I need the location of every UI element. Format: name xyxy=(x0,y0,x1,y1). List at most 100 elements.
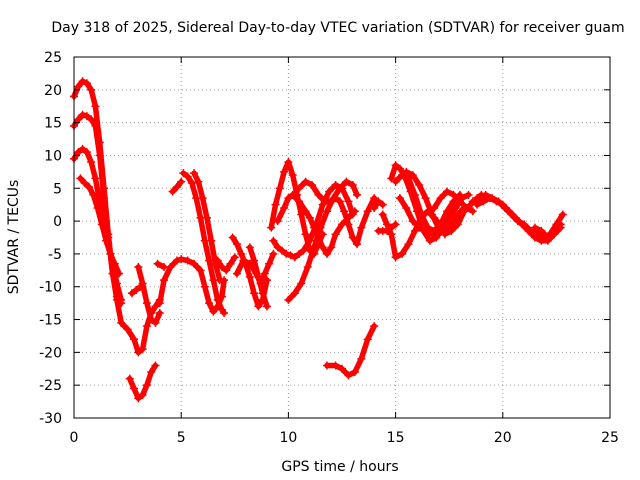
data-series xyxy=(70,77,567,403)
series-arc-9 xyxy=(155,255,229,316)
data-point xyxy=(177,255,186,264)
series-arc-13 xyxy=(213,253,239,275)
data-point xyxy=(117,295,126,304)
y-tick-label: -30 xyxy=(39,411,62,427)
data-point xyxy=(338,364,346,373)
data-point xyxy=(93,203,102,212)
data-point xyxy=(82,79,91,88)
data-point xyxy=(245,272,254,281)
data-point xyxy=(166,263,175,272)
series-arc-21 xyxy=(295,177,379,249)
data-point xyxy=(282,249,291,258)
data-point xyxy=(344,220,353,229)
series-arc-16 xyxy=(245,243,271,311)
data-point xyxy=(91,102,100,111)
data-point xyxy=(134,394,143,403)
data-point xyxy=(537,226,546,235)
data-point xyxy=(410,190,419,199)
data-point xyxy=(410,226,419,235)
data-point xyxy=(314,190,323,199)
data-point xyxy=(179,169,188,178)
data-point xyxy=(190,169,199,178)
data-point xyxy=(222,266,231,275)
data-point xyxy=(262,302,271,311)
data-point xyxy=(374,197,383,206)
data-point xyxy=(370,203,379,212)
data-point xyxy=(348,233,357,242)
data-point xyxy=(322,207,331,216)
series-arc-30 xyxy=(430,187,477,216)
data-point xyxy=(142,381,151,390)
data-point xyxy=(187,179,196,188)
data-point xyxy=(232,240,241,249)
data-point xyxy=(404,240,413,249)
data-point xyxy=(74,148,83,157)
data-point xyxy=(80,179,89,188)
data-point xyxy=(237,249,246,258)
data-point xyxy=(102,236,111,245)
data-point xyxy=(556,223,565,232)
data-point xyxy=(443,187,452,196)
data-point xyxy=(387,230,396,239)
data-point xyxy=(391,220,400,229)
data-point xyxy=(226,259,235,268)
data-point xyxy=(434,230,443,239)
data-point xyxy=(232,269,241,278)
data-point xyxy=(151,318,160,327)
data-point xyxy=(353,240,362,249)
data-point xyxy=(213,295,222,304)
y-tick-label: -15 xyxy=(39,313,62,329)
data-point xyxy=(207,236,216,245)
data-point xyxy=(250,256,259,265)
series-arc-26 xyxy=(387,161,473,245)
data-point xyxy=(269,249,278,258)
series-arc-23 xyxy=(370,197,387,212)
data-point xyxy=(357,223,366,232)
data-point xyxy=(177,177,186,186)
data-point xyxy=(428,210,437,219)
data-point xyxy=(344,371,353,380)
data-point xyxy=(391,161,400,170)
data-point xyxy=(82,112,91,121)
data-point xyxy=(408,171,417,180)
data-point xyxy=(295,197,304,206)
series-arc-32 xyxy=(473,194,565,245)
data-point xyxy=(277,246,286,255)
data-point xyxy=(511,213,520,222)
data-point xyxy=(498,200,507,209)
data-point xyxy=(78,77,87,86)
data-point xyxy=(200,282,209,291)
data-point xyxy=(95,151,104,160)
data-point xyxy=(239,256,248,265)
data-point xyxy=(286,251,295,260)
data-point xyxy=(443,207,452,216)
data-point xyxy=(97,220,106,229)
y-tick-label: 0 xyxy=(53,214,62,230)
data-point xyxy=(136,282,145,291)
x-tick-label: 0 xyxy=(70,430,79,446)
data-point xyxy=(530,223,539,232)
data-point xyxy=(147,368,156,377)
data-point xyxy=(151,361,160,370)
data-point xyxy=(518,220,527,229)
y-tick-label: -25 xyxy=(39,378,62,394)
data-point xyxy=(462,203,471,212)
data-point xyxy=(322,361,331,370)
data-point xyxy=(398,171,407,180)
data-point xyxy=(151,302,160,311)
series-arc-12 xyxy=(190,169,224,285)
data-point xyxy=(391,177,400,186)
data-point xyxy=(327,243,336,252)
data-point xyxy=(275,184,284,193)
y-tick-labels: -30 -25 -20 -15 -10 -5 0 5 10 15 20 25 xyxy=(39,50,62,427)
data-point xyxy=(550,230,559,239)
data-point xyxy=(194,177,203,186)
data-point xyxy=(132,286,141,295)
series-trace xyxy=(135,264,163,326)
data-point xyxy=(245,243,254,252)
data-point xyxy=(335,184,344,193)
axis-ticks xyxy=(73,56,611,419)
data-point xyxy=(402,167,411,176)
data-point xyxy=(280,167,289,176)
data-point xyxy=(421,194,430,203)
